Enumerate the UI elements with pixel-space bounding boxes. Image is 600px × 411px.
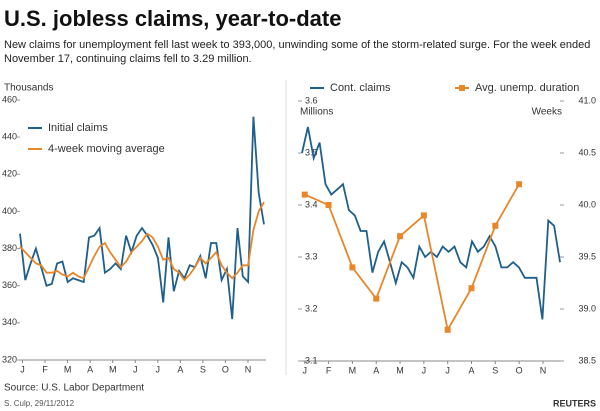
y-tick-label: 3.6 [305, 95, 318, 105]
marker [301, 191, 308, 198]
marker [373, 295, 380, 302]
x-tick-label: A [87, 364, 93, 374]
y-axis-label: Thousands [4, 83, 53, 94]
y-tick-label: 460 [2, 94, 17, 104]
y-tick-label: 3.4 [305, 199, 318, 209]
marker [492, 222, 499, 229]
y2-tick-label: 40.5 [578, 147, 596, 157]
y2-tick-label: 40.0 [578, 199, 596, 209]
y-tick-label: 3.1 [305, 355, 318, 365]
y-tick-label: 320 [2, 354, 17, 364]
marker [325, 202, 332, 208]
subtitle: New claims for unemployment fell last we… [4, 39, 590, 51]
marker [349, 264, 356, 271]
source: Source: U.S. Labor Department [4, 383, 144, 394]
y-tick-label: 440 [2, 132, 17, 142]
x-tick-label: A [373, 365, 379, 375]
y-tick-label: 400 [2, 206, 17, 216]
y-tick-label: 3.5 [305, 147, 318, 157]
legend-label: Cont. claims [330, 82, 391, 94]
marker [420, 212, 427, 219]
y2-tick-label: 41.0 [578, 95, 596, 105]
x-tick-label: N [245, 364, 252, 374]
x-tick-label: J [133, 364, 138, 374]
series-line [301, 126, 561, 320]
x-tick-label: O [222, 364, 229, 374]
x-tick-label: J [156, 364, 161, 374]
series-line [304, 183, 520, 333]
x-tick-label: J [20, 364, 25, 374]
marker [516, 181, 523, 188]
credit: S. Culp, 29/11/2012 [4, 399, 75, 408]
x-tick-label: A [177, 364, 183, 374]
x-tick-label: J [422, 365, 427, 375]
brand: REUTERS [553, 398, 596, 408]
title: U.S. jobless claims, year-to-date [4, 6, 341, 31]
y-tick-label: 3.3 [305, 251, 318, 261]
y2-axis-label: Weeks [532, 107, 562, 118]
y-tick-label: 380 [2, 243, 17, 253]
marker [444, 326, 451, 333]
marker [397, 233, 404, 240]
y-tick-label: 3.2 [305, 303, 318, 313]
x-tick-label: N [540, 365, 547, 375]
x-tick-label: S [200, 364, 206, 374]
y-tick-label: 340 [2, 317, 17, 327]
series-line [19, 116, 265, 320]
x-tick-label: M [64, 364, 72, 374]
legend-label: Avg. unemp. duration [475, 82, 579, 94]
x-tick-label: J [303, 365, 308, 375]
x-tick-label: S [492, 365, 498, 375]
y-tick-label: 420 [2, 169, 17, 179]
y2-tick-label: 39.5 [578, 251, 596, 261]
x-tick-label: F [42, 364, 48, 374]
series-line [19, 201, 265, 282]
x-tick-label: M [349, 365, 357, 375]
legend-marker [459, 85, 465, 91]
subtitle: November 17, continuing claims fell to 3… [4, 53, 252, 65]
x-tick-label: A [468, 365, 474, 375]
x-tick-label: M [396, 365, 404, 375]
y2-tick-label: 39.0 [578, 303, 596, 313]
x-tick-label: F [326, 365, 332, 375]
y-axis-label: Millions [300, 107, 333, 118]
y2-tick-label: 38.5 [578, 355, 596, 365]
marker [468, 285, 475, 292]
x-tick-label: J [445, 365, 450, 375]
x-tick-label: O [516, 365, 523, 375]
x-tick-label: M [109, 364, 117, 374]
legend-label: Initial claims [48, 122, 108, 134]
y-tick-label: 360 [2, 280, 17, 290]
legend-label: 4-week moving average [48, 143, 165, 155]
